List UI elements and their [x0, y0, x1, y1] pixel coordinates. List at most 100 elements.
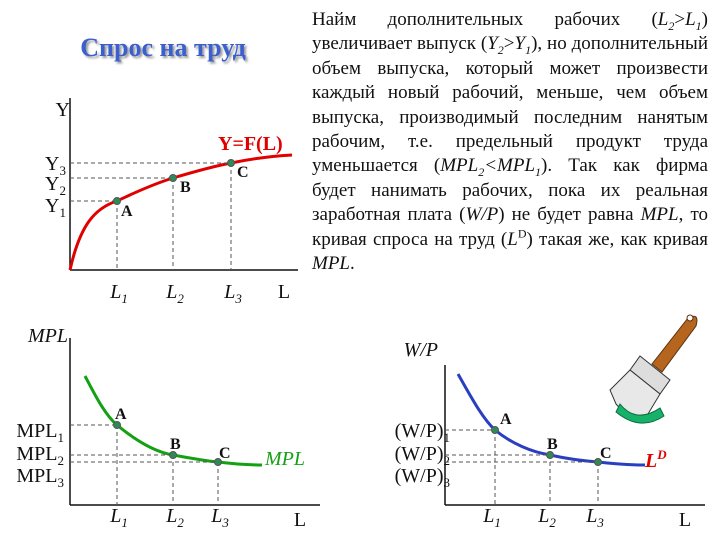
- point-label: A: [121, 203, 133, 220]
- y-axis-label: MPL: [27, 325, 68, 347]
- text-run: 1: [525, 43, 532, 58]
- label-base: MPL: [16, 420, 57, 442]
- label-base: L: [165, 505, 177, 527]
- y-label: (W/P)3: [395, 465, 450, 490]
- text-run: L: [507, 228, 518, 250]
- y-label: (W/P)2: [395, 443, 450, 468]
- text-run: Y: [514, 33, 526, 55]
- label-base: L: [165, 281, 177, 303]
- y-label: Y2: [45, 173, 66, 198]
- y-axis-label: Y: [56, 99, 70, 121]
- label-sub: 2: [60, 183, 67, 198]
- curve: [68, 153, 293, 271]
- text-run: 1: [695, 18, 702, 33]
- y-label: MPL3: [16, 465, 64, 490]
- label-sup: D: [656, 447, 667, 462]
- text-run: MPL: [640, 204, 679, 226]
- point: [214, 458, 222, 466]
- label-base: MPL: [16, 465, 57, 487]
- text-run: >: [503, 33, 515, 55]
- y-label: (W/P)1: [395, 420, 450, 445]
- brush-icon: [609, 314, 698, 424]
- y-label: Y1: [45, 195, 66, 220]
- curve-label: Y=F(L): [218, 133, 283, 155]
- label-sub: 3: [58, 475, 65, 490]
- text-run: >: [674, 9, 686, 30]
- label-sub: 3: [60, 163, 67, 178]
- x-label: L1: [109, 281, 128, 306]
- point: [113, 197, 121, 205]
- x-label: L2: [165, 281, 184, 306]
- label-base: L: [482, 505, 494, 527]
- label-base: L: [644, 450, 657, 472]
- text-run: Y: [487, 33, 498, 55]
- label-sub: 3: [444, 475, 451, 490]
- text-run: Найм дополнительных рабочих (: [312, 9, 658, 30]
- label-base: Y: [45, 195, 59, 217]
- y-label: MPL1: [16, 420, 64, 445]
- text-run: 1: [535, 165, 542, 180]
- y-axis-label: W/P: [404, 339, 438, 361]
- point-label: B: [170, 436, 181, 453]
- text-run: L: [657, 9, 669, 30]
- y-label: MPL2: [16, 443, 64, 468]
- point-label: A: [115, 406, 127, 423]
- point-label: A: [500, 411, 512, 428]
- slide-title: Спрос на труд: [80, 33, 245, 62]
- point: [546, 451, 554, 459]
- x-label: L1: [482, 505, 501, 530]
- label-sub: 1: [121, 515, 128, 530]
- x-axis-label: L: [278, 281, 290, 303]
- text-run: 2: [478, 165, 485, 180]
- label-base: L: [537, 505, 549, 527]
- point: [113, 421, 121, 429]
- curve-label: LD: [644, 447, 667, 472]
- label-base: L: [109, 505, 121, 527]
- label-sub: 2: [177, 515, 184, 530]
- curve-label: MPL: [264, 448, 305, 470]
- label-sub: 3: [234, 291, 242, 306]
- point-label: C: [219, 445, 231, 462]
- label-sub: 3: [221, 515, 229, 530]
- label-sub: 1: [494, 515, 501, 530]
- y-label: Y3: [45, 153, 66, 178]
- label-sub: 1: [121, 291, 128, 306]
- x-label: L2: [165, 505, 184, 530]
- label-sub: 1: [444, 430, 451, 445]
- label-base: MPL: [16, 443, 57, 465]
- label-base: L: [210, 505, 222, 527]
- text-run: ) увеличивает выпуск (: [312, 9, 708, 55]
- point-label: C: [237, 164, 249, 181]
- point: [169, 174, 177, 182]
- x-axis-label: L: [679, 509, 691, 531]
- label-sub: 1: [58, 430, 65, 445]
- point-label: B: [180, 179, 191, 196]
- label-base: L: [585, 505, 597, 527]
- x-axis-label: L: [294, 509, 306, 531]
- label-sub: 3: [596, 515, 604, 530]
- text-run: L: [685, 9, 696, 30]
- text-run: 2: [668, 18, 675, 33]
- x-label: L1: [109, 505, 128, 530]
- label-base: (W/P): [395, 420, 444, 442]
- text-run: .: [350, 253, 355, 275]
- label-base: L: [223, 281, 235, 303]
- text-run: ), но дополнительный объем выпуска, кото…: [312, 33, 708, 177]
- text-run: ). Так как фирма будет нанимать рабочих,…: [312, 155, 708, 226]
- point-label: B: [547, 436, 558, 453]
- text-run: D: [517, 226, 527, 241]
- x-label: L3: [585, 505, 604, 530]
- point-label: C: [600, 445, 612, 462]
- label-base: Y: [45, 173, 59, 195]
- x-label: L3: [210, 505, 229, 530]
- x-label: L2: [537, 505, 556, 530]
- label-base: (W/P): [395, 465, 444, 487]
- point: [594, 458, 602, 466]
- label-sub: 2: [58, 453, 65, 468]
- x-label: L3: [223, 281, 242, 306]
- label-base: L: [109, 281, 121, 303]
- label-base: Y: [45, 153, 59, 175]
- text-run: MPL: [440, 155, 479, 177]
- text-run: ) такая же, как кривая: [526, 228, 708, 250]
